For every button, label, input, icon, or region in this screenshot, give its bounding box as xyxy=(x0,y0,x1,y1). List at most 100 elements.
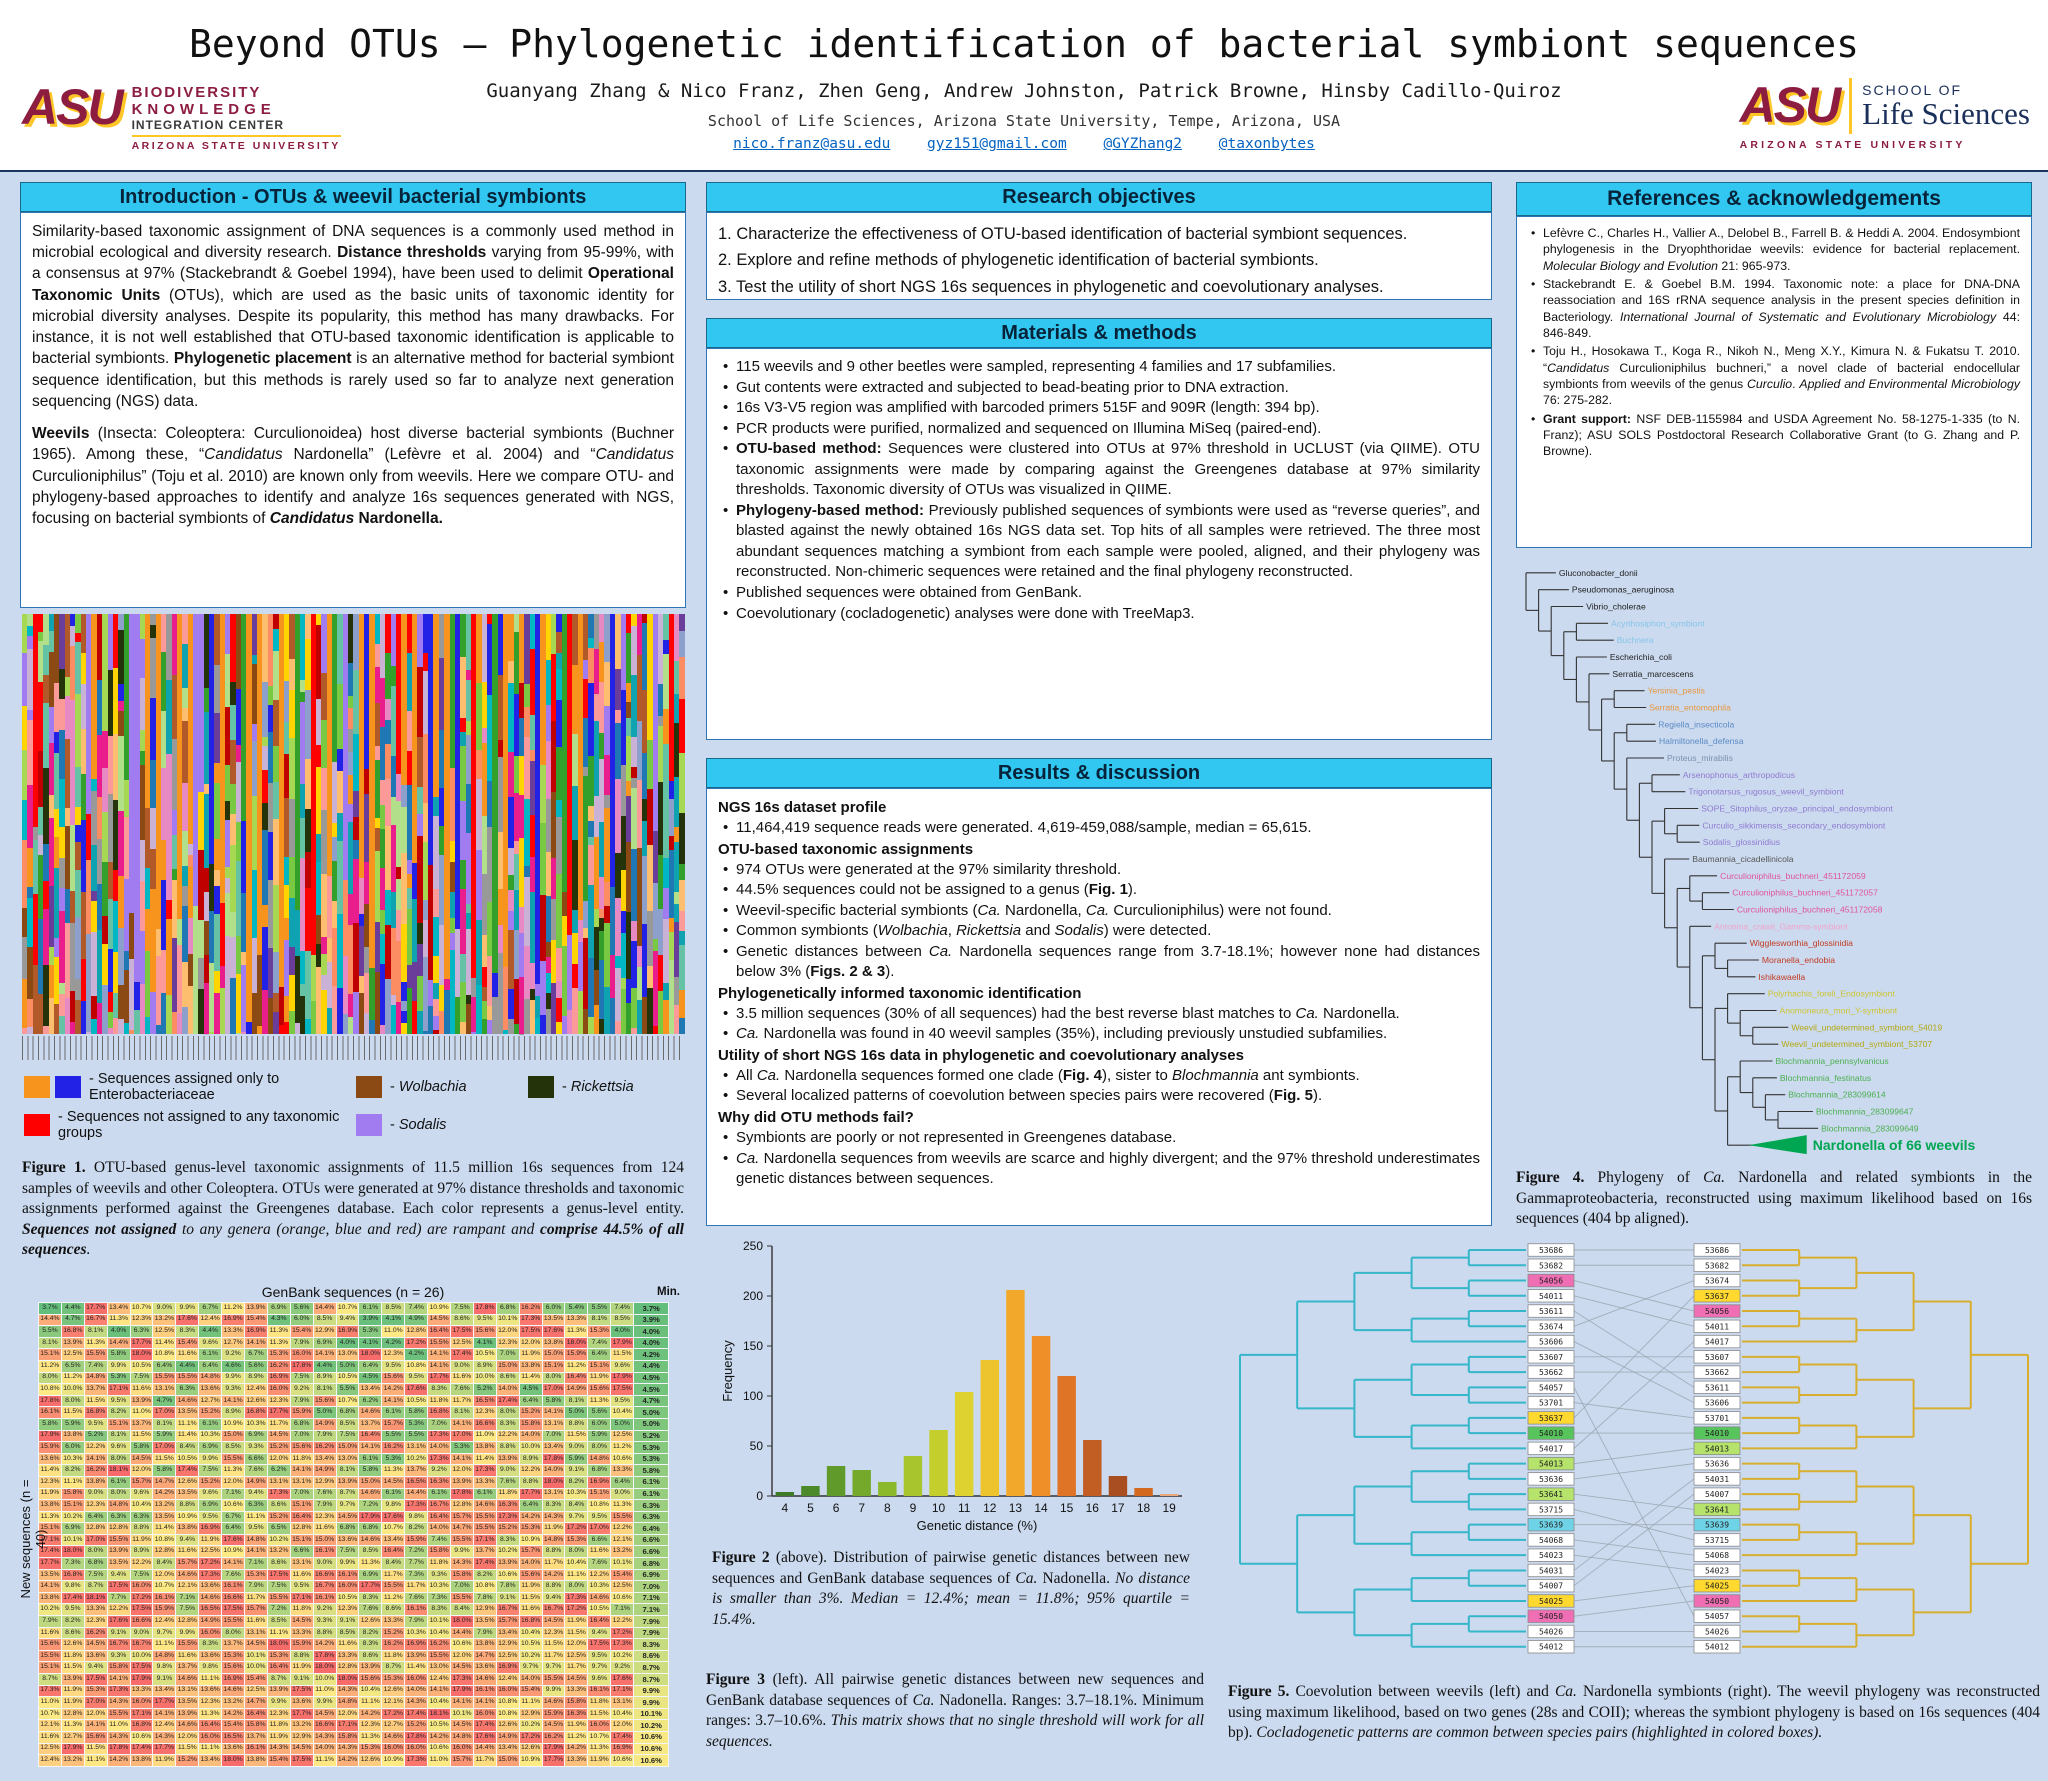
distance-cell: 15.0% xyxy=(312,1533,337,1547)
distance-cell: 11.5% xyxy=(564,1626,589,1640)
distance-cell: 15.1% xyxy=(38,1348,62,1361)
matrix-row-title: New sequences (n = 40) xyxy=(18,1479,48,1599)
distance-cell: 14.4% xyxy=(106,1336,131,1350)
distance-cell: 16.8% xyxy=(244,1406,268,1419)
distance-cell: 12.5% xyxy=(450,1336,474,1350)
svg-text:50: 50 xyxy=(750,1439,764,1453)
sample-bar xyxy=(358,614,364,1034)
svg-text:10: 10 xyxy=(932,1501,946,1515)
matrix-row: 8.7% 13.9% 17.5% 14.1% 17.9% 9.1% 14.6% 11.1% 16… xyxy=(38,1673,670,1686)
sample-bar xyxy=(187,614,193,1034)
distance-cell: 10.5% xyxy=(472,1348,497,1361)
distance-cell: 18.0% xyxy=(129,1348,154,1361)
row-min-cell: 5.3% xyxy=(633,1452,670,1466)
sample-bar xyxy=(486,614,493,1034)
sample-bar xyxy=(412,614,418,1034)
legend-label: - Sequences not assigned to any taxonomi… xyxy=(58,1109,340,1141)
distance-cell: 17.5% xyxy=(83,1673,108,1686)
svg-text:53682: 53682 xyxy=(1539,1261,1563,1270)
distance-cell: 14.4% xyxy=(450,1626,474,1640)
sample-bar xyxy=(396,614,402,1034)
sample-bar xyxy=(679,614,685,1034)
matrix-row: 15.9% 6.0% 12.2% 9.6% 5.8% 17.0% 8.4% 6.9% 8.5% 9… xyxy=(38,1441,670,1454)
svg-text:53715: 53715 xyxy=(1705,1536,1729,1545)
figure5-tanglegram: 53686 53682 54056 54011 53611 53674 53606 53607… xyxy=(1239,1243,2029,1654)
distance-cell: 11.9% xyxy=(541,1522,566,1535)
distance-cell: 10.1% xyxy=(450,1707,474,1721)
distance-cell: 9.0% xyxy=(495,1464,520,1477)
distance-cell: 11.9% xyxy=(518,1580,543,1593)
distance-cell: 10.3% xyxy=(427,1580,452,1593)
distance-cell: 11.3% xyxy=(266,1325,291,1338)
distance-cell: 13.5% xyxy=(152,1510,177,1524)
distance-cell: 6.4% xyxy=(152,1359,177,1373)
distance-cell: 7.6% xyxy=(312,1487,337,1501)
distance-cell: 17.0% xyxy=(83,1533,108,1547)
distance-cell: 5.5% xyxy=(335,1383,360,1396)
distance-cell: 13.3% xyxy=(564,1754,589,1767)
result-item: Symbionts are poorly or not represented … xyxy=(718,1128,1480,1149)
distance-cell: 13.2% xyxy=(610,1545,635,1559)
distance-cell: 17.3% xyxy=(38,1684,62,1698)
distance-cell: 16.9% xyxy=(335,1325,360,1338)
distance-cell: 11.8% xyxy=(495,1487,520,1501)
distance-cell: 8.8% xyxy=(541,1545,566,1559)
distance-cell: 12.0% xyxy=(83,1707,108,1721)
distance-cell: 14.5% xyxy=(312,1707,337,1721)
distance-cell: 13.7% xyxy=(404,1464,429,1477)
distance-cell: 11.9% xyxy=(587,1754,612,1767)
distance-cell: 14.5% xyxy=(381,1475,406,1489)
distance-cell: 6.4% xyxy=(518,1499,543,1512)
distance-cell: 8.8% xyxy=(564,1417,589,1431)
distance-cell: 12.3% xyxy=(495,1336,520,1350)
distance-cell: 10.5% xyxy=(518,1638,543,1651)
twitter-handle-link-2[interactable]: @taxonbytes xyxy=(1218,136,1315,152)
distance-cell: 5.0% xyxy=(564,1406,589,1419)
distance-cell: 8.1% xyxy=(106,1429,131,1443)
distance-cell: 12.3% xyxy=(335,1603,360,1617)
sample-bar xyxy=(609,614,616,1034)
distance-cell: 14.5% xyxy=(427,1313,452,1327)
distance-cell: 16.7% xyxy=(495,1603,520,1617)
distance-cell: 12.2% xyxy=(587,1568,612,1582)
svg-text:5: 5 xyxy=(807,1501,814,1515)
distance-cell: 13.2% xyxy=(266,1545,291,1559)
distance-cell: 12.9% xyxy=(495,1638,520,1651)
svg-text:54013: 54013 xyxy=(1539,1460,1563,1469)
email-link[interactable]: nico.franz@asu.edu xyxy=(733,136,891,152)
distance-cell: 11.6% xyxy=(518,1603,543,1617)
distance-cell: 5.9% xyxy=(60,1417,85,1431)
distance-cell: 14.7% xyxy=(244,1696,268,1709)
distance-cell: 16.7% xyxy=(106,1638,131,1651)
distance-cell: 8.6% xyxy=(266,1557,291,1570)
distance-cell: 10.5% xyxy=(404,1394,429,1408)
distance-cell: 14.0% xyxy=(518,1673,543,1686)
matrix-row: 12.4% 13.2% 11.1% 14.2% 13.8% 11.9% 15.2% 13.4%… xyxy=(38,1754,670,1767)
distance-cell: 7.5% xyxy=(175,1603,200,1617)
distance-cell: 13.3% xyxy=(289,1626,314,1640)
distance-cell: 8.1% xyxy=(83,1325,108,1338)
distance-cell: 10.2% xyxy=(404,1452,429,1466)
distance-cell: 17.1% xyxy=(129,1707,154,1721)
result-item: Phylogenetically informed taxonomic iden… xyxy=(718,984,1082,1002)
distance-cell: 12.5% xyxy=(610,1429,635,1443)
distance-cell: 12.0% xyxy=(495,1325,520,1338)
affiliation-line: School of Life Sciences, Arizona State U… xyxy=(707,112,1341,130)
twitter-handle-link[interactable]: @GYZhang2 xyxy=(1103,136,1183,152)
sample-bar xyxy=(321,614,327,1034)
legend-swatch xyxy=(356,1076,382,1098)
sample-bar xyxy=(588,614,594,1034)
distance-cell: 16.2% xyxy=(518,1302,543,1315)
svg-text:53641: 53641 xyxy=(1539,1490,1563,1499)
distance-cell: 11.9% xyxy=(129,1533,154,1547)
email-link-2[interactable]: gyz151@gmail.com xyxy=(927,136,1067,152)
distance-cell: 12.4% xyxy=(244,1383,268,1396)
distance-cell: 13.6% xyxy=(198,1684,223,1698)
svg-text:Antonina_crawii_Gamma-symbiont: Antonina_crawii_Gamma-symbiont xyxy=(1714,921,1848,931)
svg-text:53637: 53637 xyxy=(1705,1292,1729,1301)
svg-text:Blochmannia_283099647: Blochmannia_283099647 xyxy=(1816,1107,1914,1117)
distance-cell: 14.7% xyxy=(472,1649,497,1663)
distance-cell: 14.0% xyxy=(404,1684,429,1698)
distance-cell: 14.3% xyxy=(335,1684,360,1698)
svg-text:15: 15 xyxy=(1060,1501,1074,1515)
